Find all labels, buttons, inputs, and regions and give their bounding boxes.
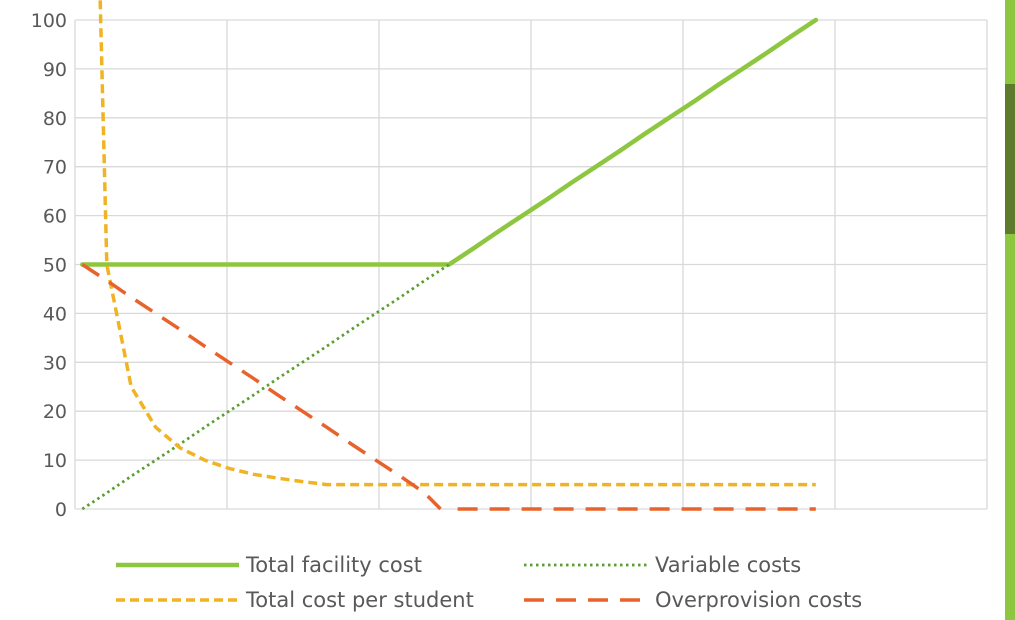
series-1	[81, 263, 450, 511]
legend-label: Total facility cost	[245, 553, 422, 577]
side-accent-bar-dark	[1005, 84, 1015, 234]
legend-label: Overprovision costs	[655, 588, 862, 612]
y-tick-label: 80	[43, 108, 67, 130]
y-tick-label: 50	[43, 255, 67, 277]
series-line-overprovision-costs	[81, 263, 816, 511]
side-accent-bar	[1005, 0, 1015, 620]
legend-label: Variable costs	[655, 553, 801, 577]
series-2	[98, 0, 816, 487]
series-line-total-cost-per-student	[98, 0, 816, 487]
y-tick-label: 10	[43, 450, 67, 472]
y-tick-label: 60	[43, 206, 67, 228]
y-axis-ticks: 0 10 20 30 40 50 60 70 80 90 100	[31, 10, 67, 521]
y-tick-label: 30	[43, 352, 67, 374]
y-tick-label: 100	[31, 10, 67, 32]
legend: Total facility cost Variable costs Total c…	[116, 553, 862, 612]
series-line-variable-costs	[81, 263, 450, 511]
series-layer	[80, 0, 819, 511]
y-tick-label: 90	[43, 59, 67, 81]
legend-label: Total cost per student	[245, 588, 474, 612]
y-tick-label: 70	[43, 157, 67, 179]
series-0	[80, 17, 819, 267]
series-line-total-facility-cost	[80, 17, 819, 267]
y-tick-label: 20	[43, 401, 67, 423]
y-tick-label: 40	[43, 303, 67, 325]
series-3	[81, 263, 816, 511]
y-tick-label: 0	[55, 499, 67, 521]
